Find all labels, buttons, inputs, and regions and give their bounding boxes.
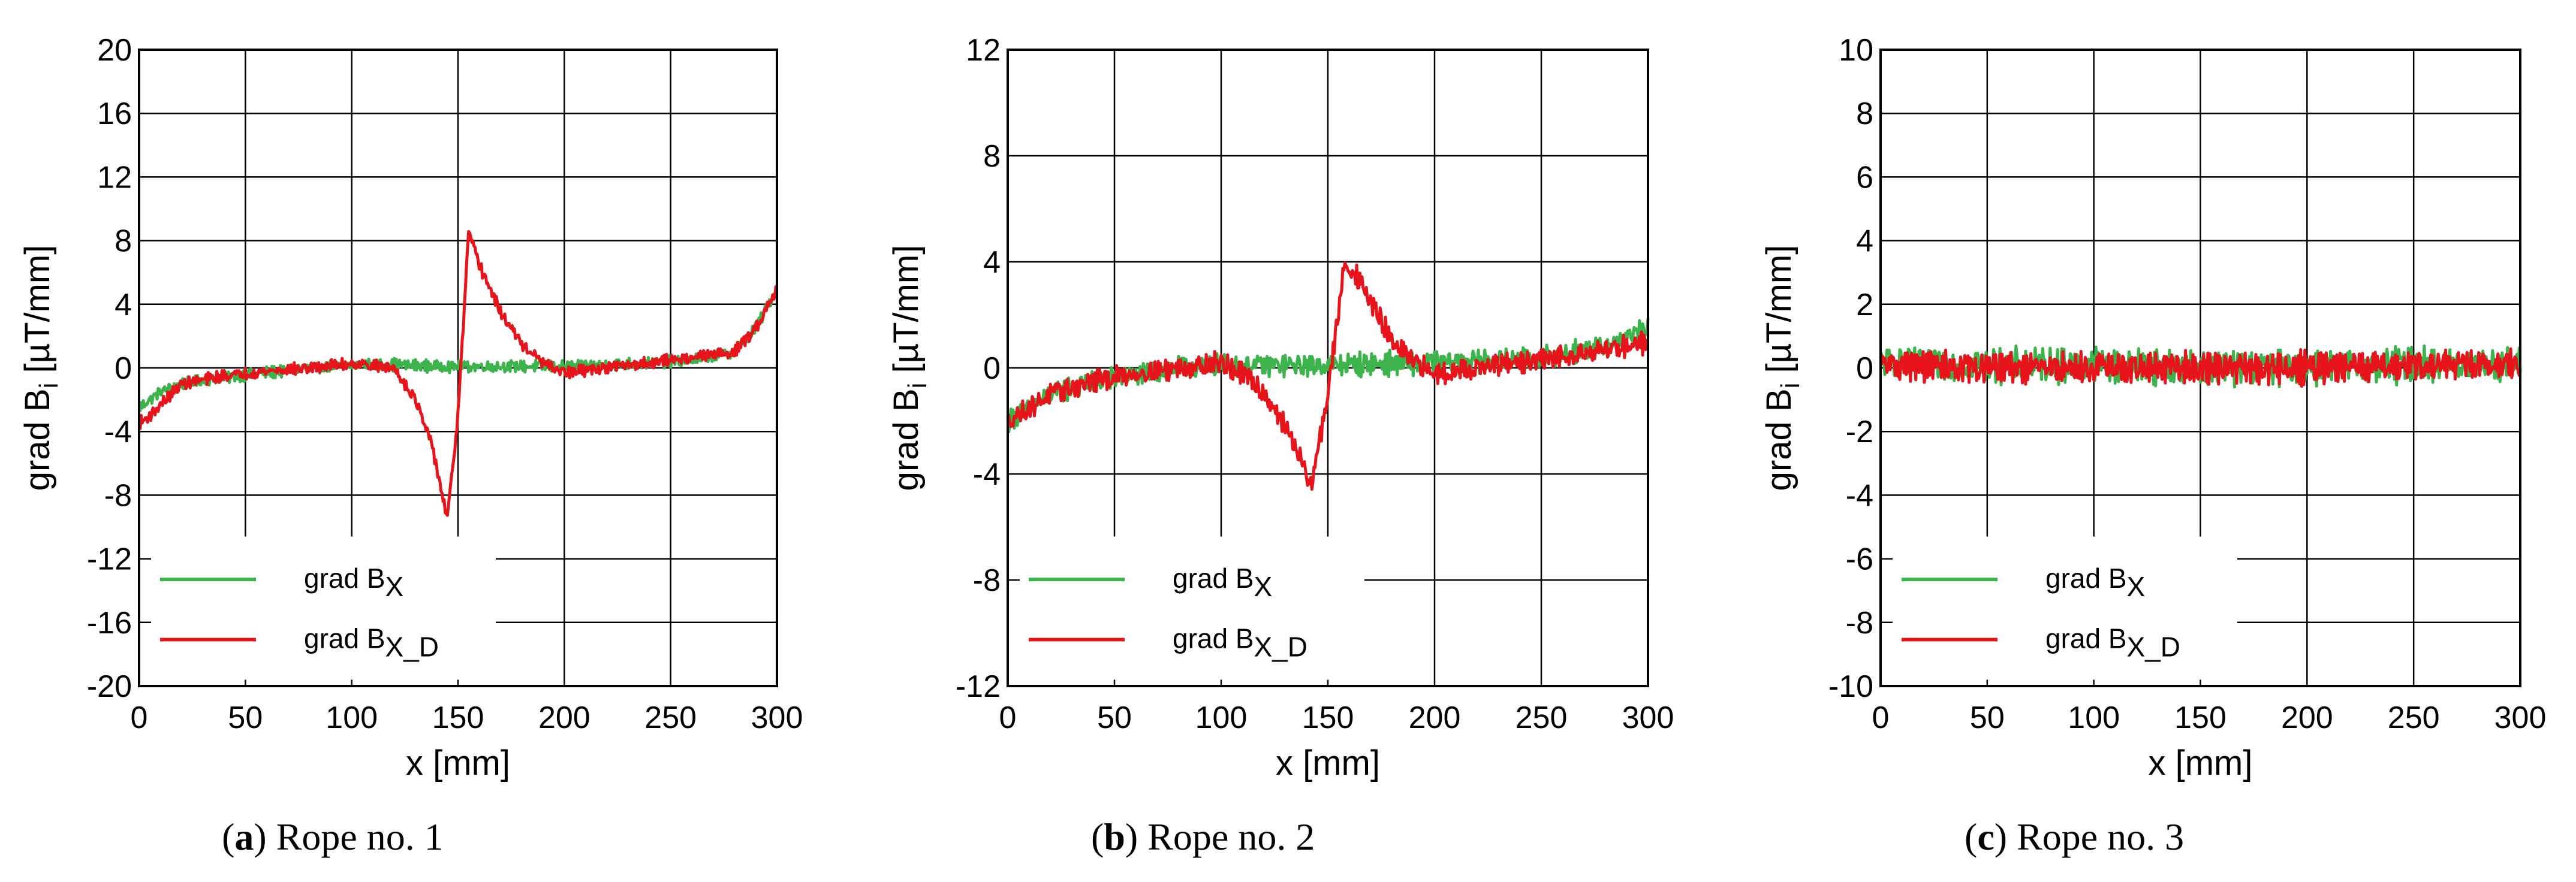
y-tick-label: 4 [1856, 224, 1873, 259]
plot-border [1879, 49, 2521, 687]
y-tick-label: 4 [983, 245, 1001, 280]
y-tick-label: 0 [115, 351, 132, 386]
y-tick-label: -12 [956, 669, 1001, 704]
plot-border [138, 49, 778, 687]
caption-a: (a) Rope no. 1 [222, 815, 444, 858]
x-tick-label: 150 [2174, 700, 2226, 735]
series-line-grad-bx-d [1007, 261, 1650, 491]
legend-box [151, 536, 496, 680]
y-tick-label: 6 [1856, 160, 1873, 195]
caption-letter: a [234, 815, 254, 858]
y-tick-label: 16 [97, 96, 132, 131]
y-tick-label: 10 [1839, 33, 1873, 68]
y-tick-label: 0 [1856, 351, 1873, 386]
caption-text: Rope no. 3 [2017, 815, 2185, 858]
y-tick-label: -12 [87, 542, 132, 577]
x-tick-label: 100 [326, 700, 378, 735]
caption-c: (c) Rope no. 3 [1965, 815, 2185, 858]
x-tick-label: 200 [2281, 700, 2333, 735]
caption-letter: b [1104, 815, 1125, 858]
x-tick-label: 200 [1409, 700, 1461, 735]
x-tick-label: 0 [999, 700, 1017, 735]
chart-b: grad BX grad BX_D 0 50 100 150 200 250 300 -12 -8 -… [887, 33, 1674, 783]
caption-letter: c [1977, 815, 1994, 858]
x-axis-label: x [mm] [1276, 744, 1380, 783]
x-axis-label: x [mm] [406, 744, 510, 783]
x-tick-label: 250 [2388, 700, 2440, 735]
legend-label-grad-bx-d: grad BX_D [304, 623, 439, 662]
y-tick-label: 8 [1856, 96, 1873, 131]
series-line-grad-bx-d [1879, 347, 2521, 388]
y-tick-label: 8 [983, 139, 1001, 174]
y-axis-label: grad Bi [µT/mm] [18, 245, 64, 491]
x-tick-label: 0 [1872, 700, 1890, 735]
x-tick-label: 300 [2494, 700, 2547, 735]
caption-text: Rope no. 2 [1147, 815, 1315, 858]
y-tick-label: -6 [1846, 542, 1873, 577]
x-tick-label: 100 [1195, 700, 1248, 735]
y-tick-label: 12 [966, 33, 1001, 68]
legend-label-grad-bx-d: grad BX_D [2045, 623, 2180, 662]
y-tick-label: 8 [115, 224, 132, 259]
y-tick-label: 4 [115, 288, 132, 322]
y-tick-label: -8 [973, 563, 1001, 598]
legend-box [1893, 536, 2237, 680]
x-tick-label: 150 [1302, 700, 1354, 735]
x-tick-label: 250 [644, 700, 697, 735]
x-tick-label: 50 [228, 700, 263, 735]
legend-label-grad-bx: grad BX [2045, 563, 2145, 602]
y-axis-label: grad Bi [µT/mm] [887, 245, 932, 491]
y-axis-label: grad Bi [µT/mm] [1759, 245, 1805, 491]
x-tick-label: 50 [1097, 700, 1132, 735]
y-tick-label: -4 [1846, 478, 1873, 513]
y-tick-label: 0 [983, 351, 1001, 386]
caption-text: Rope no. 1 [276, 815, 444, 858]
y-tick-label: -10 [1828, 669, 1873, 704]
y-tick-label: 12 [97, 160, 132, 195]
y-tick-label: -8 [104, 478, 132, 513]
y-tick-label: -16 [87, 606, 132, 641]
y-tick-label: -20 [87, 669, 132, 704]
x-tick-label: 100 [2068, 700, 2120, 735]
y-tick-label: -8 [1846, 606, 1873, 641]
series-line-grad-bx-d [137, 230, 779, 517]
y-tick-label: -4 [973, 457, 1001, 492]
x-axis-label: x [mm] [2149, 744, 2253, 783]
x-tick-label: 50 [1970, 700, 2005, 735]
legend-box [1020, 536, 1364, 680]
y-tick-label: 2 [1856, 288, 1873, 322]
plot-border [1007, 49, 1649, 687]
x-tick-label: 0 [131, 700, 148, 735]
x-tick-label: 300 [751, 700, 803, 735]
x-tick-label: 200 [538, 700, 590, 735]
y-tick-label: 20 [97, 33, 132, 68]
x-tick-label: 150 [432, 700, 484, 735]
legend-label-grad-bx-d: grad BX_D [1173, 623, 1307, 662]
y-tick-label: -2 [1846, 415, 1873, 449]
x-tick-label: 250 [1516, 700, 1568, 735]
x-tick-label: 300 [1622, 700, 1674, 735]
legend-label-grad-bx: grad BX [1173, 563, 1272, 602]
y-tick-label: -4 [104, 415, 132, 449]
legend-label-grad-bx: grad BX [304, 563, 403, 602]
caption-b: (b) Rope no. 2 [1091, 815, 1315, 858]
